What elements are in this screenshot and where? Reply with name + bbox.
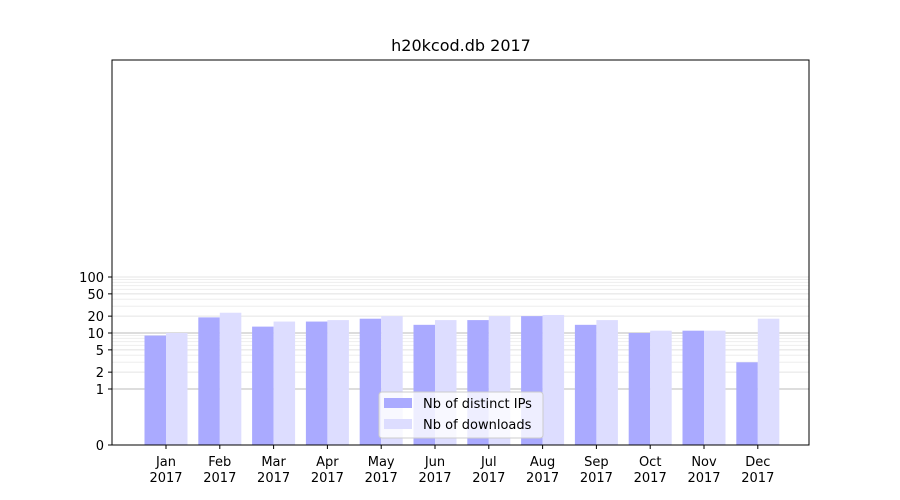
x-tick-label: Nov 2017 (687, 455, 720, 486)
x-axis: Jan 2017 Feb 2017 Mar 2017 Apr 2017 May 2017 Jun 20… (149, 445, 774, 486)
y-tick-label: 5 (96, 344, 104, 359)
legend-label-downloads: Nb of downloads (423, 418, 532, 433)
y-axis: 0 1 2 5 10 20 50 100 (79, 271, 112, 454)
bar-ips (574, 324, 597, 445)
legend-swatch-downloads (384, 419, 412, 429)
y-tick-label: 2 (96, 366, 104, 381)
bar-ips (682, 330, 704, 445)
legend-box (378, 391, 544, 439)
bar-ips (252, 326, 274, 445)
x-tick-label: Jan 2017 (149, 455, 182, 486)
x-tick-label: Sep 2017 (580, 455, 613, 486)
bar-ips (628, 333, 651, 445)
bar-ips (359, 318, 382, 445)
x-tick-label: Oct 2017 (634, 455, 667, 486)
bar-downloads (596, 320, 618, 445)
legend: Nb of distinct IPs Nb of downloads (378, 391, 544, 439)
bar-ips (144, 335, 166, 445)
bar-downloads (273, 321, 296, 445)
bar-ips (198, 317, 220, 445)
bar-ips (305, 321, 328, 445)
bar-downloads (757, 318, 780, 445)
bar-downloads (166, 333, 188, 445)
bar-downloads (650, 330, 672, 445)
x-tick-label: May 2017 (365, 455, 398, 486)
x-tick-label: Aug 2017 (526, 455, 559, 486)
legend-label-ips: Nb of distinct IPs (423, 397, 532, 412)
x-tick-label: Jun 2017 (418, 455, 451, 486)
bar-downloads (219, 312, 242, 445)
y-tick-label: 10 (87, 327, 104, 342)
y-tick-label: 1 (96, 383, 104, 398)
x-tick-label: Jul 2017 (472, 455, 505, 486)
chart-title: h20kcod.db 2017 (391, 36, 531, 55)
bar-ips (736, 362, 758, 445)
y-tick-label: 20 (87, 310, 104, 325)
x-tick-label: Mar 2017 (257, 455, 290, 486)
bar-downloads (704, 330, 726, 445)
bar-downloads (542, 314, 565, 445)
y-tick-label: 100 (79, 271, 104, 286)
x-tick-label: Dec 2017 (741, 455, 774, 486)
x-tick-label: Feb 2017 (203, 455, 236, 486)
y-tick-label: 0 (96, 439, 104, 454)
legend-swatch-ips (384, 398, 412, 408)
y-tick-label: 50 (87, 288, 104, 303)
plot-frame (111, 59, 810, 446)
bar-downloads (327, 320, 349, 445)
x-tick-label: Apr 2017 (311, 455, 344, 486)
